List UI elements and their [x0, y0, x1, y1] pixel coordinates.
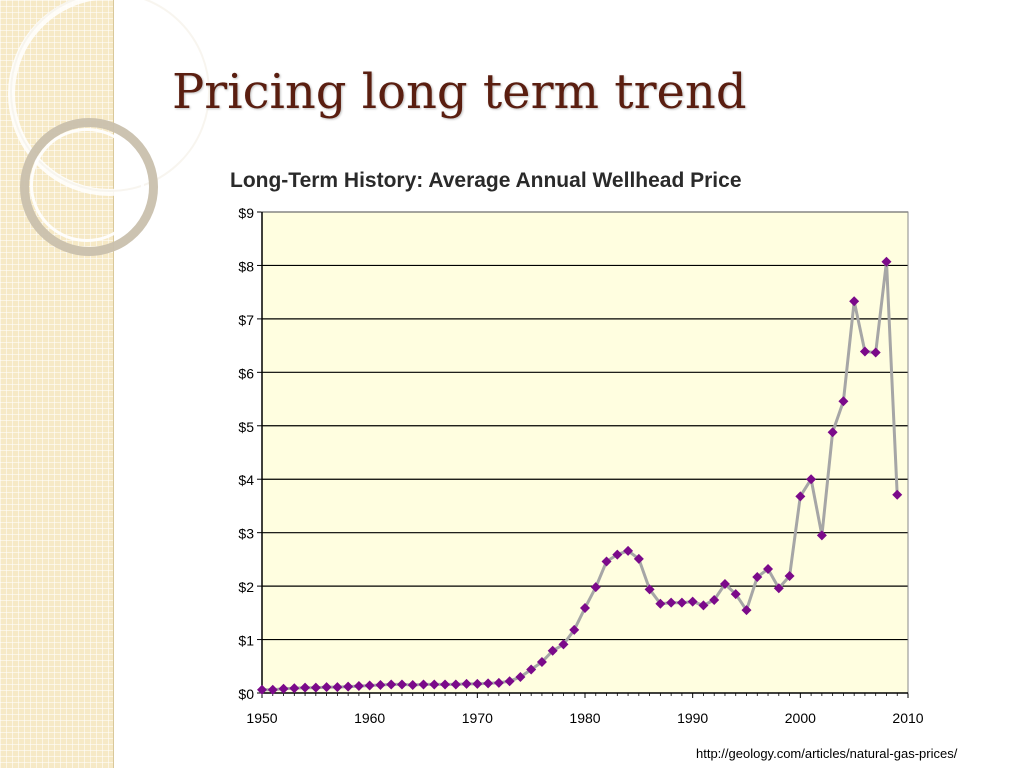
data-point-marker — [676, 597, 687, 608]
data-point-marker — [310, 682, 321, 693]
data-point-marker — [881, 256, 892, 267]
data-point-marker — [827, 427, 838, 438]
side-decoration-panel — [0, 0, 212, 768]
data-point-marker — [580, 603, 590, 614]
data-point-marker — [806, 474, 817, 485]
data-point-marker — [655, 598, 666, 609]
data-point-marker — [795, 491, 806, 502]
data-point-marker — [709, 595, 720, 606]
y-tick-label: $5 — [238, 419, 254, 435]
data-point-marker — [396, 679, 407, 690]
data-point-marker — [364, 680, 375, 691]
x-tick-label: 1970 — [462, 710, 493, 726]
data-point-marker — [343, 681, 354, 692]
x-tick-label: 2000 — [785, 710, 816, 726]
chart-title: Long-Term History: Average Annual Wellhe… — [230, 169, 742, 192]
data-point-marker — [784, 570, 795, 581]
y-tick-label: $1 — [238, 633, 254, 649]
x-axis-tick-labels: 1950 1960 1970 1980 1990 2000 2010 — [246, 710, 923, 726]
data-point-marker — [483, 678, 494, 689]
data-point-marker — [590, 582, 601, 593]
data-point-marker — [859, 346, 870, 357]
data-point-marker — [752, 572, 763, 583]
data-point-marker — [601, 556, 612, 567]
y-tick-label: $8 — [238, 258, 254, 274]
data-point-marker — [719, 578, 730, 589]
x-tick-label: 1960 — [354, 710, 385, 726]
data-point-marker — [569, 624, 580, 635]
data-point-marker — [429, 679, 440, 690]
price-series-markers — [257, 256, 903, 695]
data-point-marker — [536, 657, 547, 668]
data-point-marker — [698, 600, 709, 611]
data-point-marker — [472, 678, 483, 689]
data-point-marker — [289, 683, 300, 694]
y-tick-label: $9 — [238, 205, 254, 221]
data-point-marker — [870, 347, 881, 358]
data-point-marker — [849, 296, 860, 307]
data-point-marker — [687, 596, 698, 607]
data-point-marker — [773, 583, 784, 594]
data-point-marker — [278, 683, 289, 694]
decorative-ring — [20, 118, 158, 256]
y-axis-tick-labels: $0 $1 $2 $3 $4 $5 $6 $7 $8 $9 — [238, 205, 254, 702]
data-point-marker — [730, 589, 741, 600]
data-point-marker — [741, 605, 752, 616]
data-point-marker — [763, 564, 774, 575]
x-tick-label: 2010 — [892, 710, 923, 726]
data-point-marker — [666, 597, 677, 608]
data-point-marker — [450, 679, 461, 690]
source-citation: http://geology.com/articles/natural-gas-… — [696, 746, 958, 761]
data-point-marker — [644, 584, 655, 595]
x-tick-label: 1990 — [677, 710, 708, 726]
data-point-marker — [504, 676, 515, 687]
data-point-marker — [633, 553, 644, 564]
data-point-marker — [321, 682, 332, 693]
data-point-marker — [838, 396, 849, 407]
data-point-marker — [300, 682, 311, 693]
y-tick-label: $7 — [238, 312, 254, 328]
y-tick-label: $3 — [238, 526, 254, 542]
data-point-marker — [407, 679, 418, 690]
data-point-marker — [547, 645, 558, 656]
data-point-marker — [493, 677, 504, 688]
x-tick-label: 1980 — [569, 710, 600, 726]
data-point-marker — [816, 530, 827, 541]
plot-area — [262, 212, 908, 693]
data-point-marker — [558, 639, 569, 650]
data-point-marker — [612, 549, 623, 560]
x-tick-label: 1950 — [246, 710, 277, 726]
data-point-marker — [461, 678, 472, 689]
data-point-marker — [386, 679, 397, 690]
data-point-marker — [353, 681, 364, 692]
y-tick-label: $0 — [238, 686, 254, 702]
y-tick-label: $2 — [238, 579, 254, 595]
axes — [257, 211, 909, 698]
slide-title: Pricing long term trend — [172, 64, 747, 120]
y-tick-label: $4 — [238, 472, 254, 488]
data-point-marker — [257, 684, 267, 695]
data-point-marker — [332, 682, 343, 693]
y-tick-label: $6 — [238, 365, 254, 381]
data-point-marker — [267, 684, 278, 695]
data-point-marker — [623, 545, 634, 556]
data-point-marker — [440, 679, 451, 690]
data-point-marker — [526, 664, 537, 675]
data-point-marker — [892, 489, 903, 500]
decorative-ring — [30, 128, 144, 242]
data-point-marker — [515, 671, 526, 682]
data-point-marker — [375, 679, 386, 690]
data-point-marker — [418, 679, 429, 690]
